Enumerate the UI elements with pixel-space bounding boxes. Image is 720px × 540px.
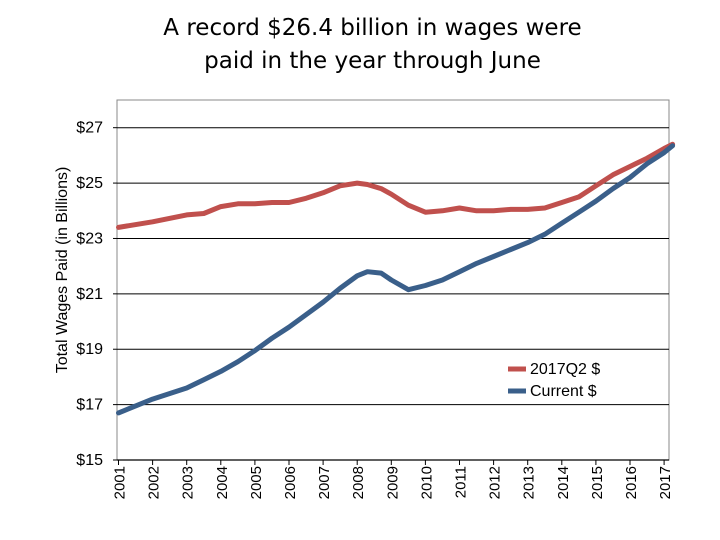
series-line-real-dollars [116,141,676,230]
y-axis-title: Total Wages Paid (in Billions) [54,167,71,374]
y-tick-label: $21 [76,286,103,303]
chart-title: A record $26.4 billion in wages were pai… [0,12,720,78]
x-tick-label: 2015 [589,466,606,499]
x-tick-label: 2016 [623,466,640,499]
x-tick-label: 2011 [453,466,470,498]
x-tick-label: 2017 [657,466,674,499]
legend-label: Current $ [530,383,597,400]
chart-title-line-1: A record $26.4 billion in wages were [163,15,582,41]
x-tick-label: 2001 [112,466,129,499]
x-tick-label: 2006 [282,466,299,499]
y-tick-label: $15 [76,452,103,469]
x-tick-label: 2013 [521,466,538,499]
y-tick-label: $19 [76,341,103,358]
legend-label: 2017Q2 $ [530,361,600,378]
y-tick-label: $23 [76,230,103,247]
x-tick-label: 2009 [384,466,401,499]
chart-title-line-2: paid in the year through June [204,48,541,74]
x-tick-label: 2004 [214,466,231,499]
y-tick-label: $25 [76,175,103,192]
x-tick-label: 2008 [350,466,367,499]
x-tick-label: 2005 [248,466,265,499]
x-tick-label: 2012 [487,466,504,499]
x-tick-label: 2014 [555,466,572,499]
y-tick-label: $17 [76,397,103,414]
x-tick-label: 2007 [316,466,333,499]
x-tick-label: 2010 [418,466,435,499]
x-tick-label: 2002 [146,466,163,499]
x-tick-label: 2003 [180,466,197,499]
series-line-current-dollars [116,143,676,416]
y-tick-label: $27 [76,120,103,137]
